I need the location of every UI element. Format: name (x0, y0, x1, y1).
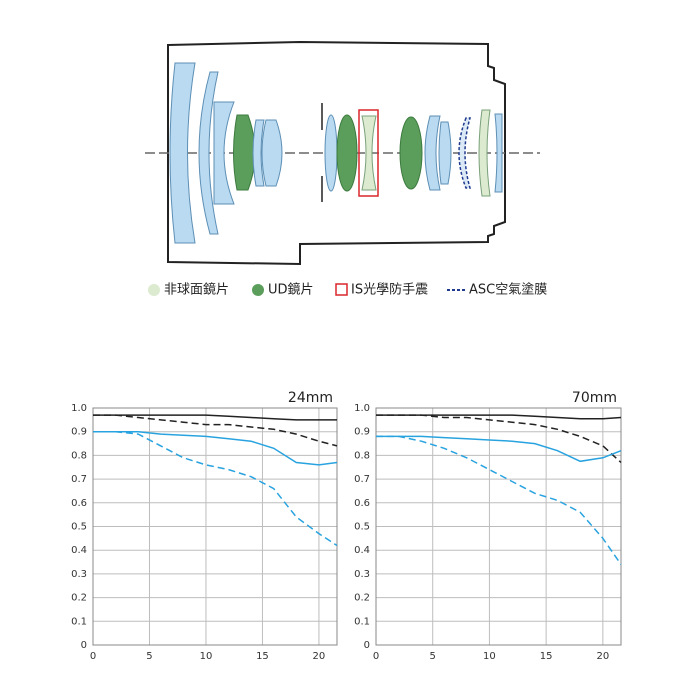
series-line (376, 435, 622, 463)
y-tick-label: 0.8 (354, 450, 370, 461)
legend-label: ASC空氣塗膜 (469, 282, 547, 298)
y-tick-label: 0.5 (71, 522, 87, 533)
plot-frame (92, 407, 338, 646)
series-line (93, 414, 338, 447)
lens (361, 115, 377, 191)
lens (261, 119, 283, 187)
y-tick-label: 0.3 (354, 569, 370, 580)
lens (252, 119, 265, 187)
legend-swatch (335, 283, 348, 296)
y-tick-label: 0.7 (354, 474, 370, 485)
lens (213, 101, 235, 205)
chart-title: 24mm (288, 390, 333, 406)
y-tick-label: 0 (364, 640, 370, 651)
asc-lens (458, 117, 471, 189)
series-line (376, 435, 622, 565)
series-line (376, 414, 622, 464)
x-tick-label: 5 (430, 651, 436, 662)
y-tick-label: 1.0 (71, 403, 87, 414)
lens (198, 71, 219, 235)
y-tick-label: 0.4 (354, 545, 370, 556)
chart-title: 70mm (572, 390, 617, 406)
x-tick-label: 20 (313, 651, 326, 662)
legend: 非球面鏡片 UD鏡片 IS光學防手震 ASC空氣塗膜 (148, 282, 547, 298)
y-tick-label: 0.8 (71, 450, 87, 461)
y-tick-label: 0.5 (354, 522, 370, 533)
y-tick-label: 0.4 (71, 545, 87, 556)
x-tick-label: 15 (256, 651, 269, 662)
series-line (93, 430, 338, 547)
lens-diagram (145, 40, 540, 266)
legend-label: UD鏡片 (268, 283, 314, 298)
legend-swatch (148, 284, 160, 296)
y-tick-label: 0.6 (354, 498, 370, 509)
y-tick-label: 0.9 (71, 427, 87, 438)
chart: 0 0.1 0.2 0.3 0.4 0.5 0.6 0.7 0.8 0.9 1.0 0 5 10 15 20 7… (354, 390, 622, 662)
x-tick-label: 15 (540, 651, 553, 662)
x-tick-label: 20 (596, 651, 609, 662)
lens (233, 114, 256, 191)
legend-label: 非球面鏡片 (164, 283, 229, 298)
series-line (93, 430, 338, 466)
lens (424, 115, 441, 191)
lens (324, 114, 338, 192)
y-tick-label: 0.1 (71, 616, 87, 627)
lens (399, 116, 423, 190)
x-tick-label: 0 (90, 651, 96, 662)
lens-housing (167, 40, 506, 266)
lens (169, 62, 196, 244)
lens (336, 114, 358, 192)
x-tick-label: 5 (146, 651, 152, 662)
y-tick-label: 0.2 (354, 593, 370, 604)
legend-swatch (252, 284, 264, 296)
y-tick-label: 0.2 (71, 593, 87, 604)
y-tick-label: 0.1 (354, 616, 370, 627)
plot-frame (375, 407, 622, 646)
is-group (358, 109, 379, 197)
y-tick-label: 0.9 (354, 427, 370, 438)
legend-label: IS光學防手震 (351, 282, 428, 298)
lens (494, 113, 503, 193)
y-tick-label: 1.0 (354, 403, 370, 414)
series-line (93, 414, 337, 421)
x-tick-label: 10 (200, 651, 213, 662)
lens (478, 109, 491, 197)
y-tick-label: 0.7 (71, 474, 87, 485)
y-tick-label: 0.6 (71, 498, 87, 509)
x-tick-label: 10 (483, 651, 496, 662)
series-line (376, 414, 622, 420)
x-tick-label: 0 (373, 651, 379, 662)
y-tick-label: 0 (81, 640, 87, 651)
lens (438, 121, 452, 185)
chart: 0 0.1 0.2 0.3 0.4 0.5 0.6 0.7 0.8 0.9 1.0 0 5 10 15 20 2… (71, 390, 338, 662)
y-tick-label: 0.3 (71, 569, 87, 580)
